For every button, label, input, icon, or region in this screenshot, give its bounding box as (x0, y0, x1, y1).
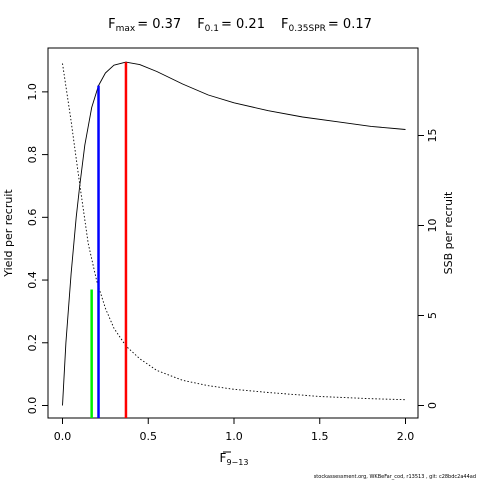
x-axis-label: F9−13 (220, 451, 249, 467)
y-left-tick-label: 0.6 (26, 209, 39, 227)
y-right-tick-label: 5 (426, 312, 439, 319)
x-tick-label: 1.5 (311, 430, 329, 443)
x-tick-label: 2.0 (397, 430, 415, 443)
footer-note: stockassessment.org, WKBeFar_cod, r13513… (314, 474, 476, 480)
title-f01-label: F (197, 17, 204, 32)
title-fmax-value: = 0.37 (137, 17, 181, 32)
y-right-tick-label: 0 (426, 402, 439, 409)
y-left-axis-label: Yield per recruit (2, 189, 15, 278)
x-tick-label: 1.0 (225, 430, 243, 443)
title-fmax-sub: max (116, 24, 136, 34)
y-left-tick-label: 1.0 (26, 83, 39, 101)
y-left-tick-label: 0.0 (26, 397, 39, 415)
y-left-axis: 0.0 0.2 0.4 0.6 0.8 1.0 (26, 83, 48, 414)
y-right-tick-label: 15 (426, 129, 439, 143)
chart-title: Fmax = 0.37 F0.1 = 0.21 F0.35SPR = 0.17 (108, 17, 372, 34)
y-right-axis: 0 5 10 15 (418, 129, 439, 409)
title-f35-value: = 0.17 (328, 17, 372, 32)
title-f01-sub: 0.1 (205, 24, 219, 34)
title-fmax-label: F (108, 17, 115, 32)
plot-frame (47, 47, 419, 419)
reference-lines (90, 62, 128, 418)
x-tick-label: 0.5 (140, 430, 158, 443)
y-right-tick-label: 10 (426, 219, 439, 233)
y-right-axis-label: SSB per recruit (442, 191, 455, 274)
x-axis: 0.0 0.5 1.0 1.5 2.0 (54, 418, 415, 443)
x-tick-label: 0.0 (54, 430, 72, 443)
ssb-curve (62, 63, 406, 401)
y-left-tick-label: 0.2 (26, 334, 39, 352)
title-f01-value: = 0.21 (221, 17, 265, 32)
y-left-tick-label: 0.4 (26, 271, 39, 289)
yield-curve (62, 61, 406, 406)
title-f35-label: F (281, 17, 288, 32)
y-left-tick-label: 0.8 (26, 146, 39, 164)
series-layer (62, 61, 406, 406)
x-axis-label-sub: 9−13 (226, 458, 248, 467)
title-f35-sub: 0.35SPR (288, 24, 325, 34)
x-axis-label-main: F (220, 451, 227, 465)
